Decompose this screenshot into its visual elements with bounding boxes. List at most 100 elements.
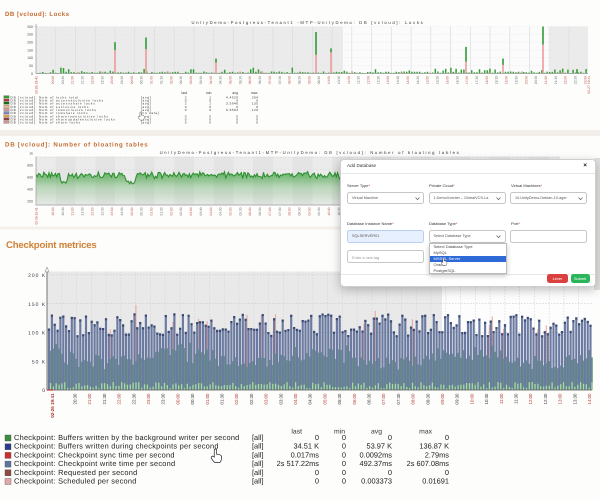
svg-text:0: 0 bbox=[185, 99, 187, 103]
svg-text:DB [vcloud]: Locks: DB [vcloud]: Locks bbox=[5, 11, 70, 18]
svg-text:07:00: 07:00 bbox=[381, 393, 386, 405]
svg-text:DB [vcloud]: Num of accessshar: DB [vcloud]: Num of accessshare locks bbox=[11, 102, 96, 106]
svg-text:14:00: 14:00 bbox=[406, 76, 410, 84]
svg-text:15:30: 15:30 bbox=[436, 76, 440, 84]
svg-text:04:00: 04:00 bbox=[209, 207, 213, 215]
svg-text:00:00: 00:00 bbox=[175, 393, 180, 405]
svg-text:09:30: 09:30 bbox=[317, 207, 321, 215]
svg-text:08:00: 08:00 bbox=[288, 76, 292, 84]
svg-text:0.017ms: 0.017ms bbox=[291, 450, 320, 459]
svg-text:05:30: 05:30 bbox=[337, 393, 342, 405]
svg-text:17:00: 17:00 bbox=[465, 76, 469, 84]
svg-text:06:00: 06:00 bbox=[352, 393, 357, 405]
svg-text:34.51 K: 34.51 K bbox=[294, 442, 320, 451]
svg-text:02-26 19:41: 02-26 19:41 bbox=[35, 207, 39, 224]
svg-text:15:00: 15:00 bbox=[426, 76, 430, 84]
svg-text:0: 0 bbox=[342, 477, 346, 486]
svg-text:0: 0 bbox=[185, 105, 187, 109]
svg-text:Checkpoint: Buffers written by: Checkpoint: Buffers written by the backg… bbox=[14, 433, 240, 442]
svg-text:0: 0 bbox=[185, 108, 187, 112]
svg-text:[all]: [all] bbox=[252, 433, 264, 442]
svg-text:0: 0 bbox=[256, 118, 258, 122]
svg-text:02:30: 02:30 bbox=[179, 76, 183, 84]
svg-text:00:00: 00:00 bbox=[130, 207, 134, 215]
svg-text:20:30: 20:30 bbox=[61, 76, 65, 84]
svg-text:2: 2 bbox=[185, 102, 187, 106]
svg-text:[avg]: [avg] bbox=[141, 102, 151, 106]
svg-text:0: 0 bbox=[445, 433, 449, 442]
svg-text:02-27 19:41: 02-27 19:41 bbox=[587, 76, 591, 94]
svg-text:22:30: 22:30 bbox=[100, 76, 104, 84]
svg-text:23:30: 23:30 bbox=[120, 207, 124, 215]
svg-text:0: 0 bbox=[388, 468, 392, 477]
svg-text:0: 0 bbox=[42, 388, 46, 394]
svg-text:0: 0 bbox=[256, 114, 258, 118]
svg-text:[avg]: [avg] bbox=[141, 95, 151, 99]
svg-text:11:30: 11:30 bbox=[357, 76, 361, 84]
svg-text:07:00: 07:00 bbox=[268, 207, 272, 215]
svg-text:02:00: 02:00 bbox=[169, 207, 173, 215]
svg-text:23:00: 23:00 bbox=[146, 393, 151, 405]
svg-text:20:00: 20:00 bbox=[51, 76, 55, 84]
svg-text:21:00: 21:00 bbox=[71, 76, 75, 84]
svg-text:23:00: 23:00 bbox=[583, 76, 587, 84]
svg-text:0: 0 bbox=[209, 118, 211, 122]
svg-text:23:30: 23:30 bbox=[120, 76, 124, 84]
svg-text:03:30: 03:30 bbox=[199, 76, 203, 84]
svg-text:4.4529: 4.4529 bbox=[226, 95, 238, 99]
svg-text:[avg]: [avg] bbox=[141, 118, 151, 122]
svg-text:0: 0 bbox=[315, 433, 319, 442]
svg-text:[all]: [all] bbox=[252, 468, 264, 477]
svg-text:150: 150 bbox=[27, 48, 33, 52]
svg-text:11:30: 11:30 bbox=[514, 393, 519, 404]
svg-text:18:00: 18:00 bbox=[485, 76, 489, 84]
svg-text:DB [vcloud]: Num of rowexclusi: DB [vcloud]: Num of rowexclusive locks bbox=[11, 108, 97, 112]
svg-text:0: 0 bbox=[185, 114, 187, 118]
svg-text:06:00: 06:00 bbox=[248, 207, 252, 215]
svg-text:14:00: 14:00 bbox=[587, 393, 592, 405]
svg-text:01:30: 01:30 bbox=[160, 207, 164, 215]
svg-text:400: 400 bbox=[27, 187, 33, 191]
svg-text:00:30: 00:30 bbox=[140, 207, 144, 215]
svg-text:10:00: 10:00 bbox=[327, 207, 331, 215]
svg-text:200: 200 bbox=[27, 41, 33, 45]
svg-text:19:30: 19:30 bbox=[514, 76, 518, 84]
svg-text:20:00: 20:00 bbox=[51, 207, 55, 215]
svg-text:max: max bbox=[419, 429, 432, 436]
svg-text:Checkpoint: Scheduled per seco: Checkpoint: Scheduled per second bbox=[14, 477, 137, 486]
svg-text:0.8583: 0.8583 bbox=[226, 108, 238, 112]
svg-text:[no data]: [no data] bbox=[141, 111, 159, 115]
svg-text:07:30: 07:30 bbox=[396, 393, 401, 405]
svg-text:01:30: 01:30 bbox=[160, 76, 164, 84]
svg-text:02-26 19:41: 02-26 19:41 bbox=[50, 393, 55, 418]
svg-text:03:30: 03:30 bbox=[278, 393, 283, 405]
svg-text:[avg]: [avg] bbox=[141, 105, 151, 109]
svg-text:[all]: [all] bbox=[252, 450, 264, 459]
svg-text:21:30: 21:30 bbox=[554, 76, 558, 84]
svg-text:DB [vcloud]: Num of sharerowex: DB [vcloud]: Num of sharerowexclusive lo… bbox=[11, 114, 109, 118]
svg-text:0: 0 bbox=[209, 114, 211, 118]
svg-text:10:30: 10:30 bbox=[484, 393, 489, 405]
svg-text:16:00: 16:00 bbox=[445, 76, 449, 84]
svg-text:150 K: 150 K bbox=[28, 302, 46, 308]
svg-text:13:00: 13:00 bbox=[386, 76, 390, 84]
svg-text:03:00: 03:00 bbox=[264, 393, 269, 405]
svg-text:DB [vcloud]: Number of bloatin: DB [vcloud]: Number of bloating tables bbox=[5, 141, 148, 148]
svg-text:22:00: 22:00 bbox=[564, 76, 568, 84]
svg-text:09:00: 09:00 bbox=[307, 76, 311, 84]
svg-text:min: min bbox=[206, 91, 212, 95]
svg-text:100: 100 bbox=[27, 56, 33, 60]
svg-text:0: 0 bbox=[256, 121, 258, 125]
svg-text:22:00: 22:00 bbox=[117, 393, 122, 405]
svg-text:0: 0 bbox=[185, 118, 187, 122]
svg-text:21:00: 21:00 bbox=[544, 76, 548, 84]
svg-text:22:30: 22:30 bbox=[131, 393, 136, 405]
svg-text:12:00: 12:00 bbox=[528, 393, 533, 405]
svg-text:22:00: 22:00 bbox=[90, 76, 94, 84]
svg-text:12:00: 12:00 bbox=[367, 76, 371, 84]
svg-text:04:30: 04:30 bbox=[308, 393, 313, 405]
svg-text:09:30: 09:30 bbox=[455, 393, 460, 405]
svg-text:0: 0 bbox=[236, 121, 238, 125]
svg-text:2: 2 bbox=[185, 95, 187, 99]
svg-text:13:30: 13:30 bbox=[396, 76, 400, 84]
